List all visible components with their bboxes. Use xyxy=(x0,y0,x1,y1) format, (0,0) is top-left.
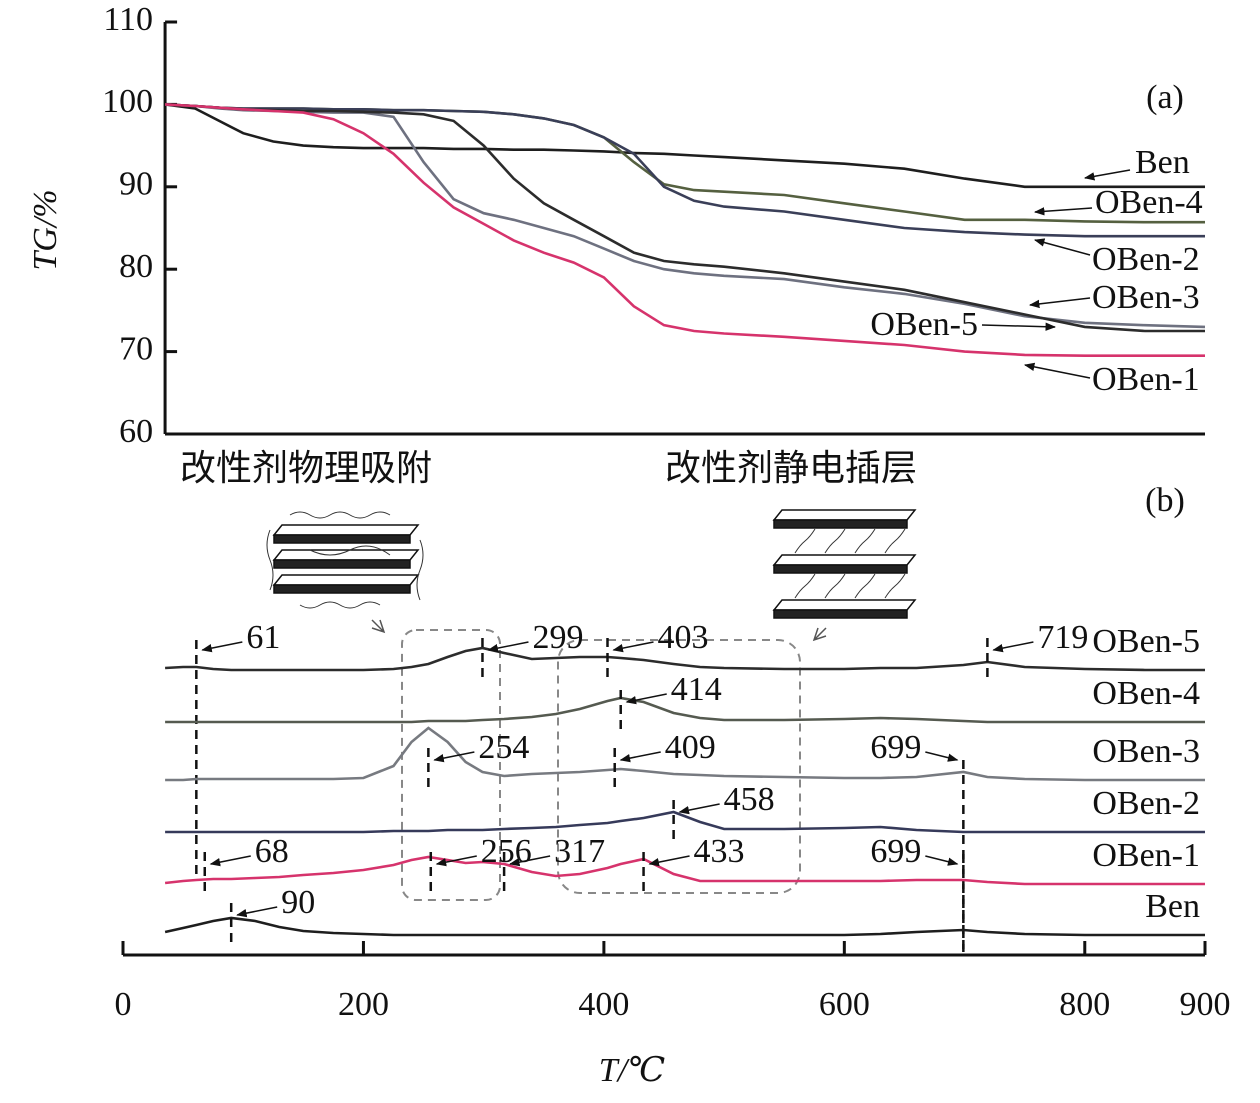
series-label: OBen-3 xyxy=(1092,279,1200,316)
annotation: 改性剂静电插层 xyxy=(665,448,917,489)
series-label: Ben xyxy=(1145,888,1200,925)
dtg-curve xyxy=(165,810,1205,834)
series-label: OBen-1 xyxy=(1092,361,1200,398)
peak-arrow xyxy=(619,751,661,763)
peak-arrow xyxy=(201,641,243,653)
label-arrow xyxy=(981,322,1057,331)
peak-label: 254 xyxy=(478,729,529,766)
tg-curve xyxy=(165,103,1205,238)
peak-arrow xyxy=(625,693,667,705)
peak-arrow xyxy=(435,855,477,867)
peak-arrow xyxy=(612,641,654,653)
peak-label: 699 xyxy=(870,833,921,870)
peak-label: 90 xyxy=(281,884,315,921)
peak-arrow xyxy=(509,855,551,867)
annotation: 改性剂物理吸附 xyxy=(180,448,432,489)
series-label: OBen-2 xyxy=(1092,241,1200,278)
series-label: OBen-3 xyxy=(1092,733,1200,770)
peak-arrow xyxy=(925,751,959,762)
dtg-curve xyxy=(165,646,1205,672)
peak-label: 433 xyxy=(694,833,745,870)
intercalation-icon xyxy=(772,509,917,642)
peak-label: 458 xyxy=(724,781,775,818)
dtg-curve xyxy=(164,916,1205,937)
peak-label: 317 xyxy=(554,833,605,870)
peak-label: 699 xyxy=(870,729,921,766)
peak-label: 414 xyxy=(671,671,722,708)
y-tick-label: 100 xyxy=(102,83,153,120)
dtg-curve xyxy=(164,855,1205,886)
series-label: OBen-2 xyxy=(1092,785,1200,822)
series-label: OBen-4 xyxy=(1092,675,1200,712)
dtg-curve xyxy=(165,696,1205,724)
y-tick-label: 90 xyxy=(119,166,153,203)
series-label: Ben xyxy=(1135,144,1190,181)
peak-arrow xyxy=(209,855,251,867)
region-box xyxy=(401,629,501,901)
x-tick-label: 800 xyxy=(1059,986,1110,1023)
tg-curve xyxy=(164,103,1205,189)
peak-arrow xyxy=(678,803,720,815)
x-tick-label: 200 xyxy=(338,986,389,1023)
peak-label: 719 xyxy=(1037,619,1088,656)
peak-label: 256 xyxy=(481,833,532,870)
y-axis-title: TG/% xyxy=(27,189,64,270)
peak-label: 61 xyxy=(246,619,280,656)
tg-curve xyxy=(165,103,1206,329)
adsorption-icon xyxy=(266,511,424,634)
peak-arrow xyxy=(648,855,690,867)
peak-label: 403 xyxy=(657,619,708,656)
label-arrow xyxy=(1023,362,1091,379)
peak-label: 68 xyxy=(255,833,289,870)
region-box xyxy=(557,639,801,894)
panel-label: (b) xyxy=(1145,482,1185,519)
peak-arrow xyxy=(236,906,278,918)
peak-label: 409 xyxy=(665,729,716,766)
x-tick-label: 900 xyxy=(1180,986,1231,1023)
label-arrow xyxy=(1033,207,1093,216)
dtg-curve xyxy=(165,726,1205,782)
series-label: OBen-1 xyxy=(1092,837,1200,874)
tg-curve xyxy=(165,103,1205,333)
x-tick-label: 600 xyxy=(819,986,870,1023)
series-label: OBen-5 xyxy=(870,306,978,343)
label-arrow xyxy=(1033,238,1091,256)
x-tick-label: 0 xyxy=(115,986,132,1023)
y-tick-label: 70 xyxy=(119,330,153,367)
label-arrow xyxy=(1028,297,1091,309)
x-tick-label: 400 xyxy=(578,986,629,1023)
peak-arrow xyxy=(433,751,475,763)
x-axis-title: T/℃ xyxy=(599,1052,665,1089)
peak-arrow xyxy=(487,641,529,653)
y-tick-label: 80 xyxy=(119,248,153,285)
panel-label: (a) xyxy=(1146,79,1184,116)
peak-arrow xyxy=(925,855,959,866)
peak-label: 299 xyxy=(532,619,583,656)
y-tick-label: 60 xyxy=(119,413,153,450)
peak-arrow xyxy=(992,641,1034,653)
y-tick-label: 110 xyxy=(103,1,153,38)
tg-curve xyxy=(165,103,1205,357)
series-label: OBen-5 xyxy=(1092,623,1200,660)
series-label: OBen-4 xyxy=(1095,184,1203,221)
tg-curve xyxy=(165,103,1205,224)
label-arrow xyxy=(1083,169,1131,181)
